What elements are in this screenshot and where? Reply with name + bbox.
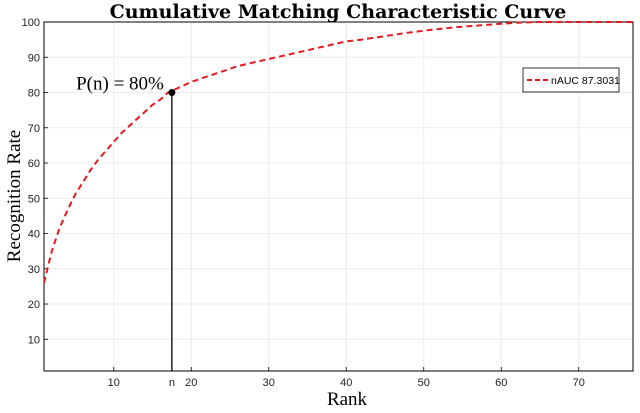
legend: nAUC 87.3031 (522, 67, 620, 93)
marker-layer: P(n) = 80% n (76, 74, 176, 389)
x-tick-label: 60 (495, 377, 507, 389)
y-tick-label: 10 (28, 334, 40, 346)
x-tick-label: 40 (340, 377, 352, 389)
y-tick-label: 80 (28, 88, 40, 100)
chart-title: Cumulative Matching Characteristic Curve (110, 1, 567, 23)
plot-frame (43, 21, 634, 372)
axis-ticks: 10 20 30 40 50 60 70 10 20 30 40 50 60 70 80 90 100 (22, 17, 585, 389)
y-tick-label: 40 (28, 229, 40, 241)
y-tick-label: 60 (28, 158, 40, 170)
y-tick-label: 20 (28, 299, 40, 311)
series-line (43, 21, 633, 284)
y-tick-label: 90 (28, 52, 40, 64)
y-tick-label: 30 (28, 264, 40, 276)
x-tick-label: 50 (418, 377, 430, 389)
x-tick-label: 30 (263, 377, 275, 389)
marker-point (168, 89, 176, 97)
y-axis-label: Recognition Rate (4, 130, 25, 262)
legend-label: nAUC 87.3031 (551, 75, 620, 87)
y-tick-label: 50 (28, 193, 40, 205)
marker-label: P(n) = 80% (76, 74, 164, 95)
x-tick-label: 10 (108, 377, 120, 389)
y-tick-label: 70 (28, 123, 40, 135)
series-layer (43, 21, 633, 284)
x-axis-label: Rank (327, 389, 368, 410)
y-tick-label: 100 (22, 17, 40, 29)
marker-tick-label: n (169, 377, 175, 389)
x-tick-label: 70 (573, 377, 585, 389)
x-tick-label: 20 (185, 377, 197, 389)
